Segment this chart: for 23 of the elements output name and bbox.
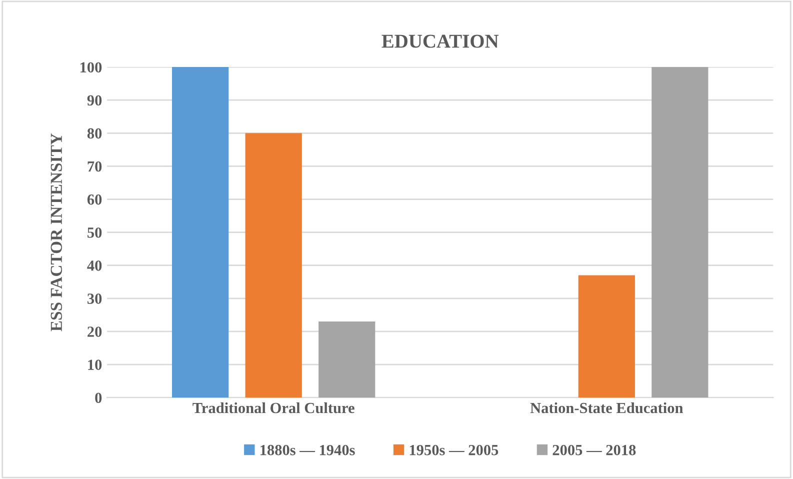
bar <box>652 67 708 398</box>
chart-title: EDUCATION <box>382 34 499 48</box>
y-tick-label: 50 <box>88 227 102 238</box>
legend-label: 1880s — 1940s <box>260 444 355 456</box>
y-tick-label: 0 <box>95 392 102 404</box>
x-tick-label: Traditional Oral Culture <box>192 402 354 414</box>
y-tick-label: 60 <box>87 194 102 205</box>
bar <box>172 67 229 398</box>
x-tick-label: Nation-State Education <box>530 402 684 414</box>
y-tick-label: 20 <box>88 326 102 337</box>
y-tick-label: 90 <box>87 95 102 106</box>
y-tick-label: 10 <box>88 360 102 370</box>
y-tick-label: 40 <box>87 260 102 271</box>
bar <box>318 322 376 398</box>
bar <box>578 275 635 398</box>
y-tick-label: 70 <box>88 161 102 172</box>
bar <box>245 133 302 398</box>
legend-label: 2005 — 2018 <box>552 444 636 456</box>
y-axis-title: ESS FACTOR INTENSITY <box>50 133 62 332</box>
y-tick-label: 30 <box>87 294 102 304</box>
y-tick-label: 100 <box>80 62 102 73</box>
legend-label: 1950s — 2005 <box>410 444 498 456</box>
y-tick-label: 80 <box>87 128 102 139</box>
